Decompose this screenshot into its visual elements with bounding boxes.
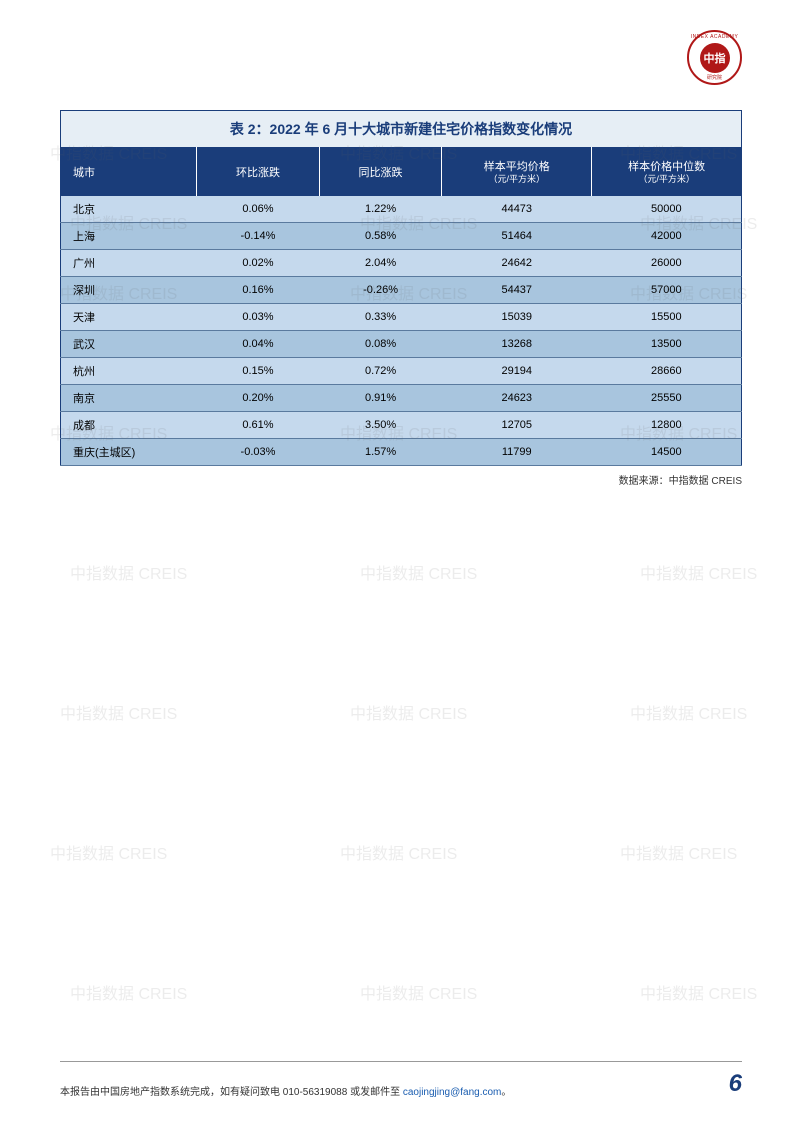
table-row: 杭州0.15%0.72%2919428660	[61, 357, 742, 384]
table-cell: 广州	[61, 249, 197, 276]
table-row: 北京0.06%1.22%4447350000	[61, 196, 742, 223]
watermark-text: 中指数据 CREIS	[630, 700, 747, 724]
table-header-cell: 样本价格中位数（元/平方米）	[592, 148, 742, 196]
table-cell: 15500	[592, 303, 742, 330]
table-cell: 0.72%	[319, 357, 442, 384]
logo-inner-text: 中指	[700, 43, 730, 73]
table-cell: 0.33%	[319, 303, 442, 330]
table-row: 南京0.20%0.91%2462325550	[61, 384, 742, 411]
footer: 本报告由中国房地产指数系统完成，如有疑问致电 010-56319088 或发邮件…	[60, 1061, 742, 1098]
logo-ring-bottom: 研究院	[707, 74, 722, 81]
table-cell: 天津	[61, 303, 197, 330]
table-row: 成都0.61%3.50%1270512800	[61, 411, 742, 438]
table-cell: 上海	[61, 222, 197, 249]
table-cell: 0.20%	[197, 384, 320, 411]
table-cell: 42000	[592, 222, 742, 249]
watermark-text: 中指数据 CREIS	[360, 980, 477, 1004]
table-cell: 深圳	[61, 276, 197, 303]
table-cell: 0.58%	[319, 222, 442, 249]
table-cell: 杭州	[61, 357, 197, 384]
watermark-text: 中指数据 CREIS	[340, 840, 457, 864]
table-row: 武汉0.04%0.08%1326813500	[61, 330, 742, 357]
table-cell: 50000	[592, 196, 742, 223]
table-cell: 13268	[442, 330, 592, 357]
watermark-text: 中指数据 CREIS	[70, 980, 187, 1004]
table-cell: 15039	[442, 303, 592, 330]
table-cell: 0.91%	[319, 384, 442, 411]
logo-ring-top: INDEX ACADEMY	[691, 34, 739, 40]
table-cell: 北京	[61, 196, 197, 223]
table-header-cell: 城市	[61, 148, 197, 196]
table-body: 北京0.06%1.22%4447350000上海-0.14%0.58%51464…	[61, 196, 742, 466]
page-number: 6	[729, 1070, 742, 1098]
table-cell: 14500	[592, 438, 742, 465]
table-cell: 28660	[592, 357, 742, 384]
footer-suffix: 。	[501, 1087, 511, 1098]
table-cell: 1.57%	[319, 438, 442, 465]
table-cell: 0.06%	[197, 196, 320, 223]
table-cell: -0.14%	[197, 222, 320, 249]
table-cell: 0.03%	[197, 303, 320, 330]
table-title: 表 2：2022 年 6 月十大城市新建住宅价格指数变化情况	[60, 110, 742, 147]
table-cell: 24642	[442, 249, 592, 276]
table-row: 天津0.03%0.33%1503915500	[61, 303, 742, 330]
table-cell: 26000	[592, 249, 742, 276]
table-cell: 0.04%	[197, 330, 320, 357]
table-cell: 0.15%	[197, 357, 320, 384]
table-header-cell: 同比涨跌	[319, 148, 442, 196]
table-header-cell: 样本平均价格（元/平方米）	[442, 148, 592, 196]
table-row: 上海-0.14%0.58%5146442000	[61, 222, 742, 249]
footer-text: 本报告由中国房地产指数系统完成，如有疑问致电 010-56319088 或发邮件…	[60, 1083, 511, 1098]
watermark-text: 中指数据 CREIS	[70, 560, 187, 584]
table-cell: 13500	[592, 330, 742, 357]
table-header-cell: 环比涨跌	[197, 148, 320, 196]
table-cell: 0.02%	[197, 249, 320, 276]
table-cell: 重庆(主城区)	[61, 438, 197, 465]
table-cell: 25550	[592, 384, 742, 411]
table-cell: 57000	[592, 276, 742, 303]
footer-email-link[interactable]: caojingjing@fang.com	[403, 1087, 502, 1098]
watermark-text: 中指数据 CREIS	[350, 700, 467, 724]
table-cell: 11799	[442, 438, 592, 465]
table-cell: 0.08%	[319, 330, 442, 357]
table-row: 重庆(主城区)-0.03%1.57%1179914500	[61, 438, 742, 465]
table-cell: 12705	[442, 411, 592, 438]
table-container: 表 2：2022 年 6 月十大城市新建住宅价格指数变化情况 城市环比涨跌同比涨…	[60, 110, 742, 487]
table-row: 深圳0.16%-0.26%5443757000	[61, 276, 742, 303]
table-cell: 44473	[442, 196, 592, 223]
table-cell: 成都	[61, 411, 197, 438]
table-cell: 51464	[442, 222, 592, 249]
table-cell: -0.26%	[319, 276, 442, 303]
table-cell: 3.50%	[319, 411, 442, 438]
table-cell: 54437	[442, 276, 592, 303]
footer-prefix: 本报告由中国房地产指数系统完成，如有疑问致电 010-56319088 或发邮件…	[60, 1087, 403, 1098]
table-cell: 2.04%	[319, 249, 442, 276]
watermark-text: 中指数据 CREIS	[50, 840, 167, 864]
data-source: 数据来源：中指数据 CREIS	[60, 472, 742, 487]
table-cell: 29194	[442, 357, 592, 384]
table-header-row: 城市环比涨跌同比涨跌样本平均价格（元/平方米）样本价格中位数（元/平方米）	[61, 148, 742, 196]
table-cell: 1.22%	[319, 196, 442, 223]
table-cell: 24623	[442, 384, 592, 411]
table-cell: 0.16%	[197, 276, 320, 303]
watermark-text: 中指数据 CREIS	[640, 560, 757, 584]
table-cell: 南京	[61, 384, 197, 411]
price-index-table: 城市环比涨跌同比涨跌样本平均价格（元/平方米）样本价格中位数（元/平方米） 北京…	[60, 147, 742, 466]
table-cell: 0.61%	[197, 411, 320, 438]
table-cell: -0.03%	[197, 438, 320, 465]
table-cell: 武汉	[61, 330, 197, 357]
logo: INDEX ACADEMY 中指 研究院	[687, 30, 742, 85]
table-cell: 12800	[592, 411, 742, 438]
watermark-text: 中指数据 CREIS	[60, 700, 177, 724]
watermark-text: 中指数据 CREIS	[640, 980, 757, 1004]
watermark-text: 中指数据 CREIS	[620, 840, 737, 864]
watermark-text: 中指数据 CREIS	[360, 560, 477, 584]
table-row: 广州0.02%2.04%2464226000	[61, 249, 742, 276]
